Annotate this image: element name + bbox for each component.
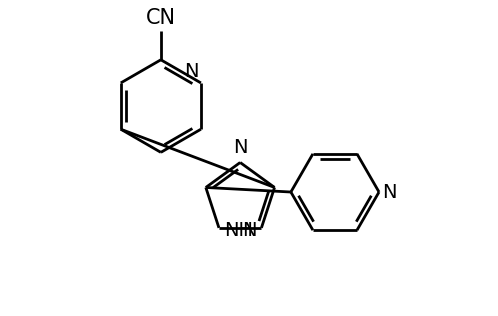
Text: N: N xyxy=(184,62,199,81)
Text: N: N xyxy=(233,138,248,157)
Text: N: N xyxy=(382,183,397,202)
Text: CN: CN xyxy=(146,8,176,27)
Text: N: N xyxy=(242,221,256,240)
Text: NH: NH xyxy=(224,221,253,240)
